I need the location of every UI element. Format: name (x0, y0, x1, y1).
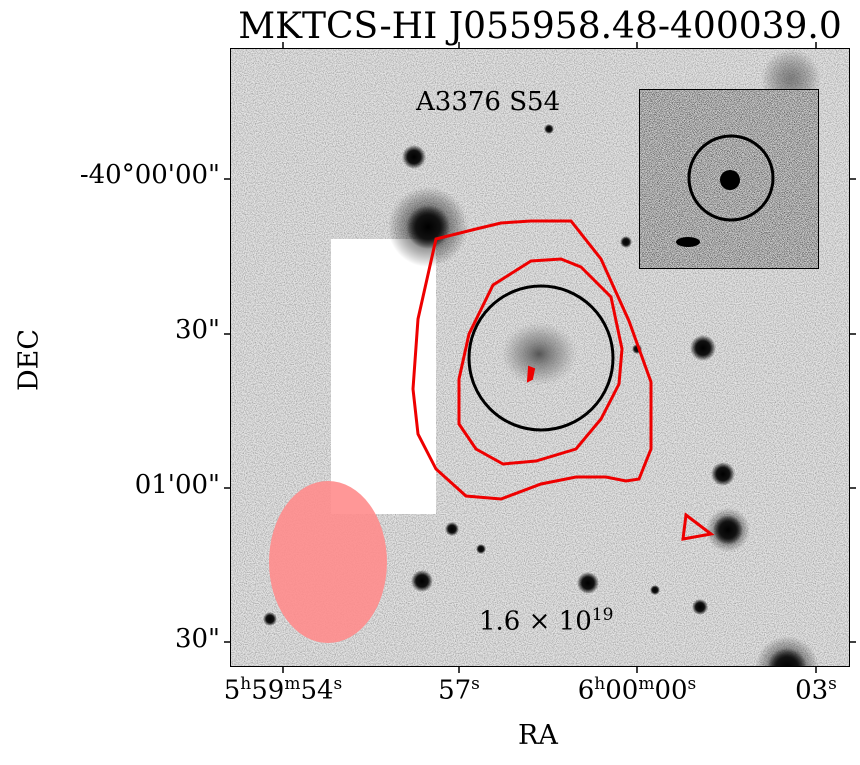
inset-image (639, 89, 819, 269)
xtick-label: 57s (438, 674, 480, 706)
star (411, 570, 433, 592)
y-axis-label: DEC (13, 328, 45, 392)
star (650, 585, 660, 595)
inset-galaxy (720, 170, 740, 190)
star (713, 515, 743, 545)
column-density-mantissa: 1.6 × 10 (479, 606, 592, 637)
star (406, 205, 450, 249)
star (690, 335, 716, 361)
x-axis-label: RA (518, 720, 558, 751)
inset-aperture (687, 134, 775, 222)
figure-title: MKTCS-HI J055958.48-400039.0 (238, 6, 842, 47)
star (577, 572, 599, 594)
xtick-label: 03s (795, 674, 837, 706)
xtick-label: 6h00m00s (577, 674, 697, 706)
aperture-circle (467, 284, 615, 432)
star (544, 124, 554, 134)
inset-sky (640, 90, 818, 268)
field-label: A3376 S54 (416, 87, 561, 117)
column-density-label: 1.6 × 1019 (479, 605, 613, 637)
star (692, 599, 708, 615)
hi-contour-peak (526, 365, 536, 383)
hi-contour-outer (411, 219, 653, 501)
hi-contour-blob (681, 512, 715, 541)
inset-source (676, 237, 700, 247)
ytick-label: 30" (174, 624, 220, 654)
ytick-label: 01'00" (134, 470, 220, 500)
star (402, 145, 426, 169)
masked-region (331, 239, 436, 514)
target-galaxy (501, 322, 577, 386)
column-density-exponent: 19 (591, 605, 614, 625)
star (620, 236, 632, 248)
star (767, 648, 807, 666)
star (263, 612, 277, 626)
image-panel: A3376 S54 1.6 × 1019 (230, 48, 850, 667)
star (476, 544, 486, 554)
beam-ellipse (269, 481, 387, 643)
star (445, 522, 459, 536)
ytick-label: 30" (174, 315, 220, 345)
xtick-label: 5h59m54s (223, 674, 343, 706)
star (711, 462, 735, 486)
ytick-label: -40°00'00" (79, 160, 220, 190)
hi-contour-inner (457, 257, 624, 466)
